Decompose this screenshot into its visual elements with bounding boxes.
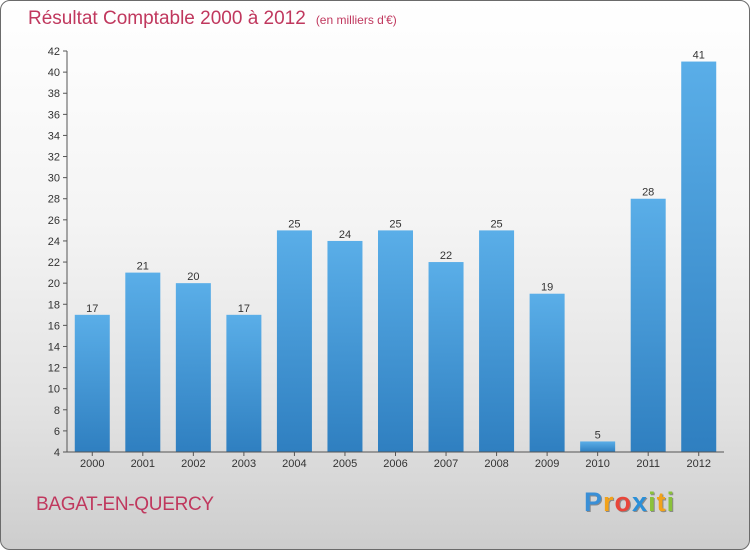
x-tick-label-2009: 2009 [535,458,559,470]
x-tick-label-2011: 2011 [636,458,660,470]
x-tick-label-2004: 2004 [282,458,306,470]
y-tick-label: 8 [54,405,60,417]
y-tick-label: 14 [48,341,60,353]
logo-letter: P [584,487,604,517]
data-label-2005: 24 [339,229,351,241]
x-tick-label-2000: 2000 [80,458,104,470]
bar-2004 [276,230,312,452]
y-axis: 4 6 8 10 12 14 16 18 20 22 24 26 28 30 32 34 36 38 40 42 [48,46,68,459]
x-tick-label-2002: 2002 [181,458,205,470]
bar-2007 [428,262,464,452]
y-tick-label: 16 [48,320,60,332]
y-tick-label: 20 [48,278,60,290]
y-tick-label: 26 [48,215,60,227]
logo-letter: o [614,487,633,517]
bar-2010 [580,441,616,452]
y-tick-label: 6 [54,426,60,438]
proxiti-logo: Proxiti [584,487,675,518]
bar-2001 [125,272,161,452]
y-tick-label: 10 [48,384,60,396]
y-tick-label: 42 [48,46,60,58]
bar-2011 [630,198,666,452]
chart-title-main: Résultat Comptable 2000 à 2012 [28,8,306,29]
bars: 17 21 20 17 25 24 25 22 25 19 5 28 41 [74,50,717,452]
data-label-2003: 17 [238,303,250,315]
data-label-2004: 25 [288,218,300,230]
y-tick-label: 30 [48,173,60,185]
y-tick-label: 36 [48,109,60,121]
data-label-2011: 28 [642,187,654,199]
logo-letter: i [648,487,657,517]
y-tick-label: 28 [48,194,60,206]
data-label-2002: 20 [187,271,199,283]
chart-title: Résultat Comptable 2000 à 2012 (en millie… [28,8,397,30]
logo-letter: t [656,487,667,517]
y-tick-label: 38 [48,88,60,100]
y-tick-label: 22 [48,257,60,269]
logo-letter: i [666,487,676,517]
data-label-2001: 21 [137,261,149,273]
x-axis: 2000 2001 2002 2003 2004 2005 2006 2007 2008 2009… [67,451,724,470]
y-tick-label: 12 [48,363,60,375]
logo-letter: x [632,487,649,517]
data-label-2008: 25 [490,218,502,230]
data-label-2000: 17 [86,303,98,315]
x-tick-label-2012: 2012 [686,458,710,470]
x-tick-label-2005: 2005 [333,458,357,470]
logo-letter: r [603,487,615,517]
chart-title-unit: (en milliers d'€) [315,13,397,27]
data-label-2012: 41 [693,50,705,62]
y-tick-label: 34 [48,130,60,142]
data-label-2007: 22 [440,250,452,262]
bar-2012 [681,61,717,452]
x-tick-label-2010: 2010 [585,458,609,470]
bar-2005 [327,240,363,452]
y-tick-label: 4 [54,447,60,459]
bar-2006 [378,230,413,452]
data-label-2009: 19 [541,282,553,294]
x-tick-label-2007: 2007 [434,458,458,470]
x-tick-label-2008: 2008 [484,458,508,470]
bar-2008 [479,230,515,452]
x-tick-label-2003: 2003 [232,458,256,470]
x-tick-label-2006: 2006 [383,458,407,470]
bar-2003 [226,314,262,452]
bar-2002 [175,283,211,452]
bar-2009 [529,293,565,452]
y-tick-label: 18 [48,299,60,311]
bar-2000 [74,314,110,452]
y-tick-label: 32 [48,152,60,164]
y-tick-label: 24 [48,236,60,248]
x-tick-label-2001: 2001 [131,458,155,470]
data-label-2006: 25 [389,218,401,230]
y-tick-label: 40 [48,67,60,79]
commune-name: BAGAT-EN-QUERCY [36,494,214,515]
data-label-2010: 5 [595,429,601,441]
